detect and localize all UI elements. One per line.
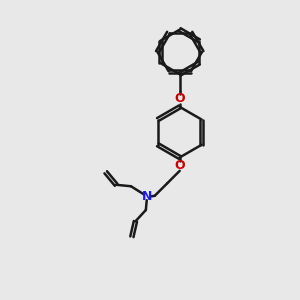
Text: N: N — [142, 190, 152, 203]
Text: O: O — [174, 92, 185, 105]
Text: O: O — [174, 159, 185, 172]
